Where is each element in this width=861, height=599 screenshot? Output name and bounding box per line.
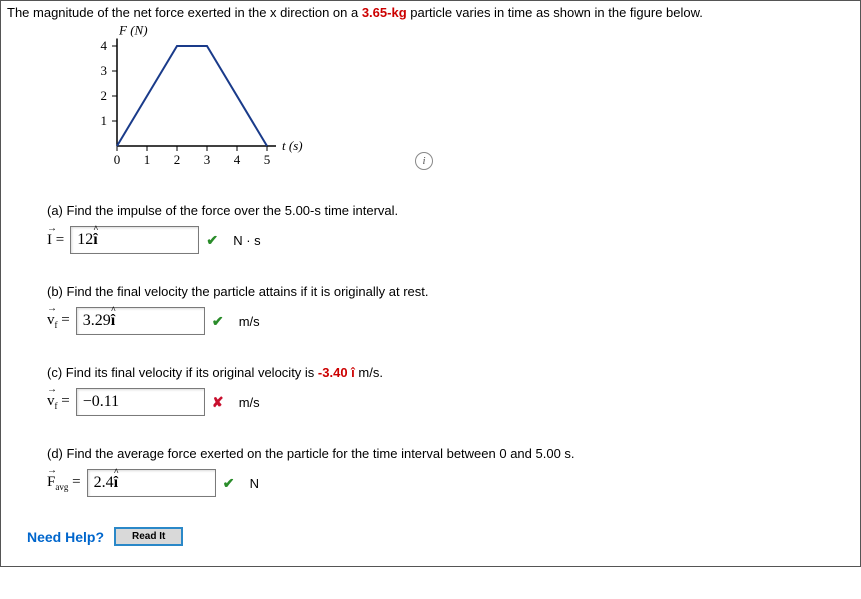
unit-d: N: [250, 476, 259, 491]
lhs-b: vf =: [47, 312, 70, 330]
lhs-d: Favg =: [47, 474, 81, 492]
svg-text:F (N): F (N): [118, 26, 148, 38]
problem-statement: The magnitude of the net force exerted i…: [7, 5, 854, 20]
svg-text:2: 2: [174, 152, 181, 167]
svg-text:4: 4: [101, 38, 108, 53]
svg-text:4: 4: [234, 152, 241, 167]
question-a: (a) Find the impulse of the force over t…: [47, 203, 854, 218]
cross-icon: ✘: [211, 394, 225, 411]
question-d: (d) Find the average force exerted on th…: [47, 446, 854, 461]
part-b: (b) Find the final velocity the particle…: [47, 284, 854, 335]
part-c: (c) Find its final velocity if its origi…: [47, 365, 854, 416]
problem-text-after: particle varies in time as shown in the …: [407, 5, 703, 20]
svg-text:5: 5: [264, 152, 271, 167]
svg-text:3: 3: [101, 63, 108, 78]
question-c: (c) Find its final velocity if its origi…: [47, 365, 854, 380]
unit-c: m/s: [239, 395, 260, 410]
svg-text:1: 1: [101, 113, 108, 128]
answer-a-input[interactable]: 12î: [70, 226, 199, 254]
svg-text:0: 0: [114, 152, 121, 167]
question-b: (b) Find the final velocity the particle…: [47, 284, 854, 299]
problem-text-before: The magnitude of the net force exerted i…: [7, 5, 362, 20]
answer-b-input[interactable]: 3.29î: [76, 307, 205, 335]
answer-d-input[interactable]: 2.4î: [87, 469, 216, 497]
lhs-c: vf =: [47, 393, 70, 411]
problem-mass: 3.65-kg: [362, 5, 407, 20]
read-it-button[interactable]: Read It: [114, 527, 183, 546]
unit-b: m/s: [239, 314, 260, 329]
need-help-label: Need Help?: [27, 529, 104, 545]
part-d: (d) Find the average force exerted on th…: [47, 446, 854, 497]
lhs-a: I =: [47, 232, 64, 249]
force-time-chart: 0 1 2 3 4 5 1 2 3 4 F (N) t (s) i: [87, 26, 854, 179]
need-help-row: Need Help? Read It: [27, 527, 854, 546]
answer-c-input[interactable]: −0.11: [76, 388, 205, 416]
check-icon: ✔: [222, 475, 236, 492]
part-a: (a) Find the impulse of the force over t…: [47, 203, 854, 254]
check-icon: ✔: [205, 232, 219, 249]
svg-text:3: 3: [204, 152, 211, 167]
svg-text:2: 2: [101, 88, 108, 103]
unit-a: N · s: [233, 233, 260, 248]
svg-text:t (s): t (s): [282, 138, 303, 153]
info-icon[interactable]: i: [415, 152, 433, 170]
svg-text:1: 1: [144, 152, 151, 167]
check-icon: ✔: [211, 313, 225, 330]
